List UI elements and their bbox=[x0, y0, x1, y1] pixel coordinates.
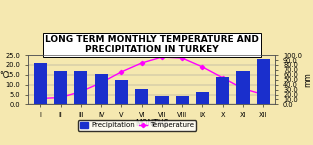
Legend: Precipitation, Temperature: Precipitation, Temperature bbox=[78, 120, 196, 130]
Bar bbox=[135, 89, 148, 104]
Y-axis label: mm: mm bbox=[304, 72, 312, 87]
Bar bbox=[115, 80, 128, 104]
X-axis label: MONTHS: MONTHS bbox=[135, 119, 168, 128]
Bar bbox=[34, 63, 47, 104]
Bar bbox=[196, 92, 209, 104]
Bar bbox=[236, 71, 249, 104]
Title: LONG TERM MONTHLY TEMPERATURE AND
PRECIPITATION IN TURKEY: LONG TERM MONTHLY TEMPERATURE AND PRECIP… bbox=[45, 35, 259, 54]
Bar bbox=[216, 77, 229, 104]
Y-axis label: °C: °C bbox=[0, 71, 9, 80]
Bar bbox=[176, 96, 189, 104]
Bar bbox=[155, 96, 168, 104]
Bar bbox=[95, 74, 108, 104]
Bar bbox=[54, 71, 67, 104]
Bar bbox=[257, 59, 270, 104]
Bar bbox=[74, 71, 87, 104]
